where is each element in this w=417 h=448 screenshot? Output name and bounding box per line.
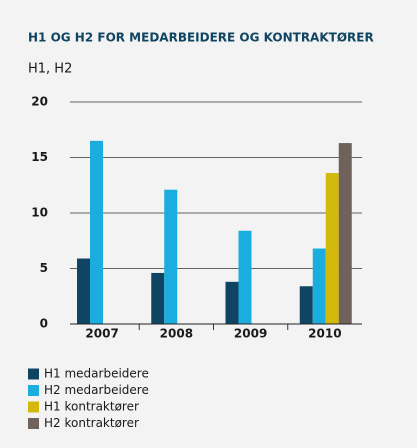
legend-swatch [28, 368, 39, 380]
x-tick-label: 2007 [85, 327, 118, 341]
bar [325, 173, 339, 324]
legend-label: H2 medarbeidere [44, 383, 149, 397]
legend-label: H2 kontraktører [44, 416, 139, 430]
bar [90, 140, 103, 324]
bar [312, 248, 326, 324]
legend-label: H1 kontraktører [44, 400, 139, 414]
y-tick-label: 20 [31, 95, 48, 109]
bar [225, 281, 239, 324]
y-tick-label: 15 [31, 150, 48, 164]
bar [299, 286, 313, 324]
y-tick-label: 5 [40, 261, 48, 275]
x-tick-label: 2008 [160, 327, 193, 341]
bar [164, 189, 178, 324]
legend-swatch [28, 385, 39, 396]
chart-title: H1 OG H2 FOR MEDARBEIDERE OG KONTRAKTØRE… [28, 31, 374, 45]
legend-swatch [28, 401, 39, 413]
bar [238, 230, 252, 324]
bar [151, 272, 165, 324]
x-tick-label: 2009 [234, 327, 267, 341]
x-tick-label: 2010 [308, 327, 341, 341]
chart-subtitle: H1, H2 [28, 62, 72, 77]
bar [338, 143, 352, 324]
y-tick-label: 10 [31, 206, 48, 220]
y-tick-label: 0 [40, 317, 48, 331]
legend-swatch [28, 418, 39, 429]
legend-label: H1 medarbeidere [44, 367, 149, 381]
bar [77, 258, 90, 324]
